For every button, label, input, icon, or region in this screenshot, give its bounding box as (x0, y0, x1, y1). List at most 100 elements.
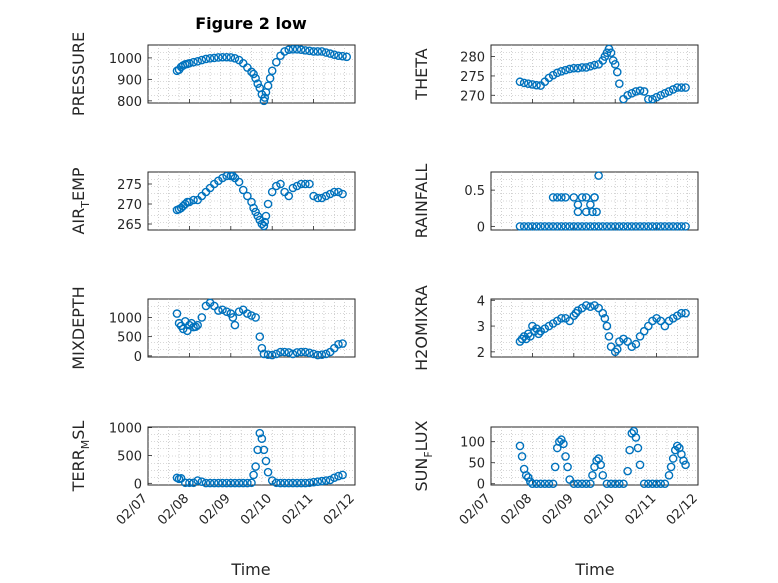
data-point (586, 61, 595, 71)
y-tick-label: 270 (460, 89, 485, 104)
data-point (639, 87, 649, 96)
data-point (569, 311, 579, 321)
data-point (598, 222, 608, 231)
data-point (521, 471, 531, 480)
data-point (534, 329, 543, 339)
y-axis-label: THETA (412, 48, 431, 100)
data-points (172, 44, 352, 106)
data-point (668, 222, 678, 231)
subplot-pressure: 800 900 1000 PRESSURE (69, 32, 356, 116)
data-point (230, 54, 240, 63)
data-point (623, 337, 632, 346)
data-point (214, 306, 223, 315)
y-tick-label: 270 (117, 198, 142, 213)
data-point (660, 321, 670, 331)
y-axis-label-main: AIR (69, 208, 88, 235)
data-point (238, 185, 248, 195)
data-point (309, 47, 318, 56)
data-point (313, 477, 323, 486)
data-point (301, 347, 310, 357)
data-point (243, 478, 252, 488)
data-point (515, 441, 525, 451)
data-point (666, 462, 676, 472)
data-point (639, 222, 649, 231)
y-tick-label: 275 (117, 178, 142, 193)
data-point (334, 471, 343, 481)
data-point (517, 334, 527, 344)
data-points (515, 44, 690, 104)
data-point (610, 222, 620, 231)
data-point (573, 200, 583, 209)
data-point (590, 193, 599, 202)
data-point (673, 83, 682, 92)
data-point (586, 479, 595, 489)
data-point (309, 191, 318, 201)
subplot-theta: 270 275 280 THETA (412, 44, 699, 104)
data-point (247, 478, 256, 488)
data-point (577, 193, 587, 202)
data-point (296, 45, 306, 55)
y-tick-label: 0 (134, 477, 142, 492)
data-point (321, 191, 331, 201)
data-point (681, 308, 690, 318)
data-point (652, 92, 661, 102)
data-point (292, 181, 302, 191)
data-point (552, 68, 562, 78)
data-point (272, 349, 281, 359)
data-point (218, 305, 227, 315)
data-point (528, 80, 537, 89)
data-point (517, 452, 527, 461)
data-point (648, 222, 657, 231)
y-tick-label: 3 (477, 320, 485, 335)
data-point (528, 479, 537, 489)
data-point (561, 65, 570, 75)
data-point (183, 326, 192, 336)
data-point (218, 52, 227, 62)
data-point (681, 222, 690, 231)
data-point (259, 349, 269, 359)
data-point (218, 173, 227, 183)
data-point (301, 478, 310, 488)
data-point (329, 473, 339, 483)
data-point (581, 193, 591, 202)
data-point (265, 73, 275, 83)
data-point (639, 326, 649, 336)
data-point (631, 87, 641, 96)
data-point (222, 478, 231, 488)
data-point (234, 478, 244, 488)
data-point (602, 479, 612, 489)
data-point (317, 476, 327, 486)
data-point (639, 479, 649, 489)
data-point (577, 222, 587, 231)
x-tick-label: 02/08 (155, 491, 192, 528)
data-point (565, 64, 574, 74)
data-point (276, 347, 285, 357)
data-point (677, 308, 686, 318)
data-point (552, 222, 562, 231)
data-point (321, 476, 331, 485)
data-point (301, 46, 310, 55)
data-point (631, 222, 641, 231)
data-point (555, 437, 564, 447)
data-point (259, 445, 269, 455)
data-point (557, 193, 566, 202)
data-point (573, 222, 583, 231)
data-point (619, 222, 628, 231)
data-point (569, 193, 579, 202)
data-point (532, 479, 541, 489)
data-point (577, 479, 587, 489)
data-point (540, 222, 550, 231)
data-point (189, 57, 198, 67)
data-point (317, 350, 327, 359)
data-point (588, 207, 597, 217)
data-point (276, 179, 285, 189)
data-point (234, 307, 244, 316)
data-point (536, 479, 545, 489)
y-axis-label-main: H2OMIXRA (412, 285, 431, 371)
y-axis-label-tail: SL (69, 421, 88, 440)
data-point (185, 58, 194, 68)
data-point (612, 344, 622, 354)
data-point (656, 222, 666, 231)
grid-lines (491, 172, 698, 230)
data-point (288, 349, 298, 359)
